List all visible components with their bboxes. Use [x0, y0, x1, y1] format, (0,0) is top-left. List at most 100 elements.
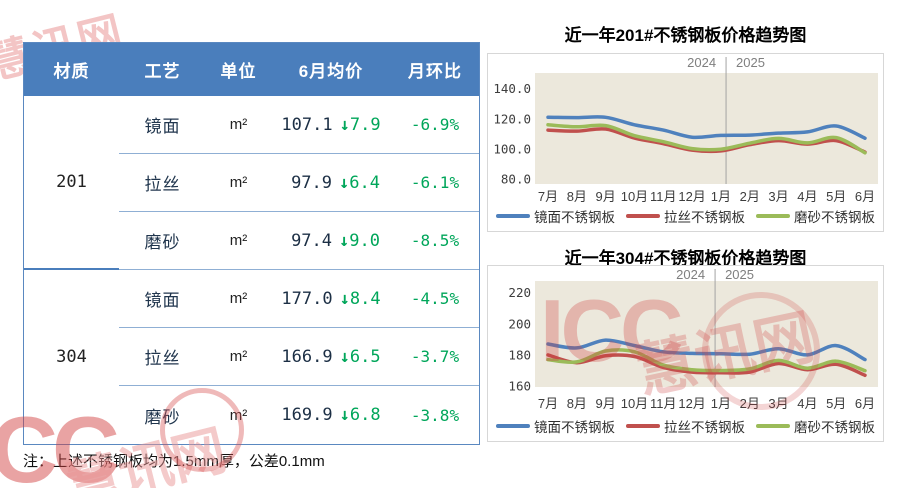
svg-text:10月: 10月 [621, 189, 648, 204]
down-arrow-icon: ↓ [339, 114, 350, 135]
svg-text:2025: 2025 [736, 55, 765, 70]
chart-legend: 镜面不锈钢板 拉丝不锈钢板 磨砂不锈钢板 [496, 206, 875, 226]
legend-item-mirror: 镜面不锈钢板 [496, 206, 615, 226]
svg-text:11月: 11月 [650, 189, 677, 204]
svg-text:3月: 3月 [768, 189, 788, 204]
legend-line-swatch [756, 213, 790, 219]
legend-line-swatch [626, 213, 660, 219]
column-header-mom: 月环比 [391, 43, 479, 96]
svg-text:10月: 10月 [621, 396, 648, 411]
svg-text:1月: 1月 [711, 396, 731, 411]
svg-text:12月: 12月 [678, 189, 705, 204]
footnote: 注：上述不锈钢板均为1.5mm厚，公差0.1mm [23, 453, 325, 470]
svg-text:2024: 2024 [676, 267, 705, 282]
unit-value: m² [206, 96, 271, 154]
legend-label: 拉丝不锈钢板 [664, 210, 745, 225]
price-drop-value: ↓6.4 [339, 172, 380, 193]
svg-text:2025: 2025 [725, 267, 754, 282]
legend-label: 拉丝不锈钢板 [664, 420, 745, 435]
price-drop-value: ↓6.8 [339, 405, 381, 425]
legend-label: 磨砂不锈钢板 [794, 210, 875, 225]
down-arrow-icon: ↓ [339, 288, 350, 309]
avg-price-value: 97.4 [291, 230, 333, 251]
svg-text:4月: 4月 [797, 396, 817, 411]
price-trend-chart-304: 2024 2025 220 200 180 160 7月 8月 9月 10月 11月 12月 1月 2月 3… [487, 265, 884, 442]
price-cell: 97.9 ↓6.4 [271, 154, 391, 212]
legend-label: 磨砂不锈钢板 [794, 420, 875, 435]
legend-line-swatch [496, 213, 530, 219]
svg-text:1月: 1月 [711, 189, 731, 204]
legend-line-swatch [756, 423, 790, 429]
avg-price-value: 177.0 [281, 288, 333, 309]
price-table: 材质 工艺 单位 6月均价 月环比 201 304 镜面 m² 107.1 ↓7… [23, 42, 480, 445]
chart-legend: 镜面不锈钢板 拉丝不锈钢板 磨砂不锈钢板 [496, 416, 875, 436]
svg-text:200: 200 [508, 316, 531, 331]
process-label: 拉丝 [119, 328, 206, 386]
down-arrow-icon: ↓ [339, 405, 350, 425]
price-cell: 166.9 ↓6.5 [271, 328, 391, 386]
legend-line-swatch [626, 423, 660, 429]
mom-percent: -8.5% [391, 212, 479, 270]
price-drop-value: ↓6.5 [339, 346, 381, 367]
avg-price-value: 97.9 [291, 172, 333, 193]
chart-title-304: 近一年304#不锈钢板价格趋势图 [564, 249, 807, 268]
unit-value: m² [229, 406, 248, 424]
mom-percent: -3.7% [391, 328, 479, 386]
legend-item-brushed: 拉丝不锈钢板 [626, 206, 745, 226]
svg-text:2月: 2月 [740, 396, 760, 411]
svg-text:80.0: 80.0 [501, 172, 531, 187]
svg-text:7月: 7月 [538, 396, 558, 411]
svg-text:11月: 11月 [650, 396, 677, 411]
svg-text:8月: 8月 [567, 189, 587, 204]
svg-text:3月: 3月 [768, 396, 788, 411]
price-drop-value: ↓8.4 [339, 288, 381, 309]
unit-value: m² [206, 328, 271, 386]
svg-text:100.0: 100.0 [493, 141, 531, 156]
svg-text:2月: 2月 [740, 189, 760, 204]
price-drop-value: ↓9.0 [339, 230, 380, 251]
svg-text:9月: 9月 [596, 189, 616, 204]
mom-percent: -6.1% [391, 154, 479, 212]
column-header-unit: 单位 [206, 43, 271, 96]
svg-text:12月: 12月 [678, 396, 705, 411]
svg-text:7月: 7月 [538, 189, 558, 204]
process-label: 拉丝 [119, 154, 206, 212]
material-201-label: 201 [24, 96, 119, 270]
svg-text:220: 220 [508, 285, 531, 300]
material-304-label: 304 [56, 347, 87, 367]
svg-text:120.0: 120.0 [493, 111, 531, 126]
price-cell: 169.9 ↓6.8 [271, 386, 391, 444]
svg-text:160: 160 [508, 379, 531, 394]
unit-value: m² [206, 270, 271, 328]
down-arrow-icon: ↓ [339, 346, 350, 367]
column-header-material: 材质 [24, 43, 119, 96]
chart-plot-304: 2024 2025 220 200 180 160 7月 8月 9月 10月 11月 12月 1月 2月 3… [508, 267, 878, 411]
process-label: 镜面 [119, 270, 206, 328]
legend-item-mirror: 镜面不锈钢板 [496, 416, 615, 436]
legend-item-matte: 磨砂不锈钢板 [756, 416, 875, 436]
price-cell: 97.4 ↓9.0 [271, 212, 391, 270]
svg-text:180: 180 [508, 347, 531, 362]
legend-line-swatch [496, 423, 530, 429]
mom-percent: -4.5% [391, 270, 479, 328]
process-label: 镜面 [119, 96, 206, 154]
svg-text:9月: 9月 [596, 396, 616, 411]
svg-text:2024: 2024 [687, 55, 716, 70]
column-header-june-avg-price: 6月均价 [271, 43, 391, 96]
legend-item-brushed: 拉丝不锈钢板 [626, 416, 745, 436]
process-label: 磨砂 [144, 407, 181, 427]
svg-text:4月: 4月 [797, 189, 817, 204]
legend-label: 镜面不锈钢板 [534, 420, 615, 435]
avg-price-value: 169.9 [281, 405, 333, 425]
unit-value: m² [206, 154, 271, 212]
process-label: 磨砂 [119, 212, 206, 270]
unit-value: m² [206, 212, 271, 270]
avg-price-value: 166.9 [281, 346, 333, 367]
mom-percent: -3.8% [410, 405, 460, 425]
avg-price-value: 107.1 [281, 114, 333, 135]
price-cell: 177.0 ↓8.4 [271, 270, 391, 328]
down-arrow-icon: ↓ [339, 230, 350, 251]
svg-text:8月: 8月 [567, 396, 587, 411]
